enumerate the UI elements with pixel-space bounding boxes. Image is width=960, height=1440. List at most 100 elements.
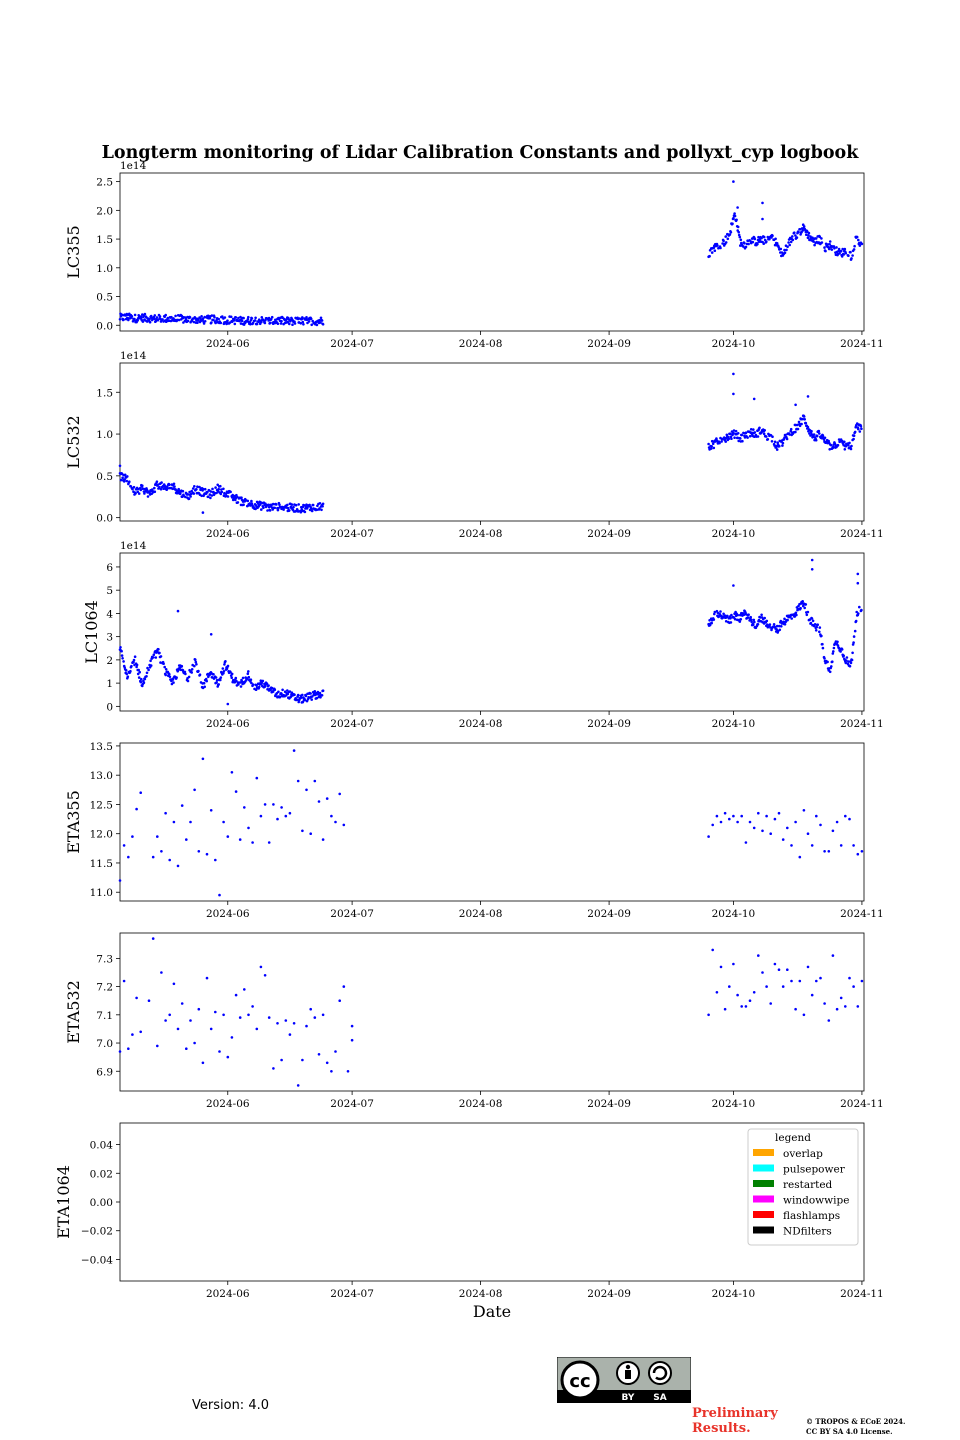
data-point xyxy=(801,229,804,232)
x-tick-label: 2024-06 xyxy=(206,718,250,730)
copyright-line-1: © TROPOS & ECoE 2024. xyxy=(806,1417,906,1426)
data-point xyxy=(148,317,151,321)
data-point xyxy=(741,439,744,443)
data-point xyxy=(739,238,743,242)
data-point xyxy=(250,681,253,685)
data-point xyxy=(325,797,329,800)
data-point xyxy=(732,584,735,587)
data-point xyxy=(267,684,270,687)
data-point xyxy=(132,658,136,662)
x-tick-label: 2024-10 xyxy=(712,528,756,540)
data-point xyxy=(775,448,779,451)
data-point xyxy=(185,1047,188,1050)
data-point xyxy=(823,657,826,660)
x-tick-label: 2024-09 xyxy=(587,528,631,540)
data-point xyxy=(791,238,795,242)
data-point xyxy=(852,434,856,438)
data-point xyxy=(728,233,732,236)
data-point xyxy=(765,240,768,243)
data-point xyxy=(828,670,832,674)
data-point xyxy=(732,216,735,220)
data-point xyxy=(160,850,163,853)
data-point xyxy=(141,484,144,488)
data-point xyxy=(781,838,785,841)
data-point xyxy=(156,835,159,838)
data-point xyxy=(713,610,717,614)
y-axis-label: LC1064 xyxy=(82,600,101,664)
data-point xyxy=(765,985,768,988)
data-point xyxy=(183,670,187,674)
data-point xyxy=(119,478,123,482)
y-tick-label: 2 xyxy=(106,655,113,667)
y-tick-label: 1.0 xyxy=(96,429,113,441)
data-point xyxy=(794,234,797,237)
data-point xyxy=(712,446,716,450)
data-point xyxy=(147,999,151,1002)
data-point xyxy=(749,618,753,621)
data-point xyxy=(313,779,317,783)
data-point xyxy=(765,619,769,623)
data-point xyxy=(338,999,342,1002)
data-point xyxy=(856,572,860,576)
data-point xyxy=(728,985,731,988)
data-point xyxy=(313,1016,317,1019)
data-point xyxy=(711,823,714,827)
data-point xyxy=(159,655,163,658)
data-point xyxy=(221,315,224,318)
data-point xyxy=(210,321,213,324)
data-point xyxy=(857,238,860,242)
data-point xyxy=(736,993,739,997)
legend-swatch xyxy=(753,1149,774,1156)
data-point xyxy=(748,434,752,438)
x-tick-label: 2024-08 xyxy=(459,528,503,540)
data-point xyxy=(777,811,781,815)
data-point xyxy=(280,319,283,323)
data-point xyxy=(744,431,748,435)
y-exponent-label: 1e14 xyxy=(120,350,147,362)
data-point xyxy=(152,653,156,656)
data-point xyxy=(238,838,242,841)
data-point xyxy=(186,679,190,683)
data-point xyxy=(732,392,735,396)
data-point xyxy=(139,488,143,492)
data-point xyxy=(794,820,797,824)
data-point xyxy=(748,999,752,1002)
x-tick-label: 2024-11 xyxy=(840,528,884,540)
data-point xyxy=(220,488,223,491)
data-point xyxy=(720,440,723,443)
data-point xyxy=(186,493,190,496)
data-point xyxy=(752,623,755,626)
data-point xyxy=(176,1027,180,1031)
data-point xyxy=(267,841,271,844)
data-point xyxy=(125,672,129,676)
data-point xyxy=(805,233,808,236)
data-point xyxy=(757,811,760,815)
data-point xyxy=(850,444,853,448)
data-point xyxy=(847,660,850,663)
data-point xyxy=(267,503,270,507)
data-point xyxy=(840,648,844,651)
x-axis-label: Date xyxy=(473,1302,511,1321)
data-point xyxy=(123,478,126,481)
data-point xyxy=(711,442,715,446)
y-tick-label: 7.2 xyxy=(96,982,113,994)
data-point xyxy=(757,954,760,957)
data-point xyxy=(224,660,227,663)
data-point xyxy=(828,243,831,246)
data-point xyxy=(318,318,321,322)
data-point xyxy=(810,844,814,847)
data-point xyxy=(302,323,305,326)
data-point xyxy=(217,317,220,321)
data-point xyxy=(737,230,740,234)
data-point xyxy=(831,660,834,663)
data-point xyxy=(779,619,783,623)
data-point xyxy=(749,615,752,619)
data-point xyxy=(122,844,126,847)
x-tick-label: 2024-06 xyxy=(206,1288,250,1300)
data-point xyxy=(127,1047,130,1050)
data-point xyxy=(301,316,304,319)
y-axis-label: LC355 xyxy=(64,225,83,278)
data-point xyxy=(752,826,756,830)
y-tick-label: 0.00 xyxy=(90,1197,113,1209)
y-axis-label: ETA1064 xyxy=(54,1165,73,1239)
